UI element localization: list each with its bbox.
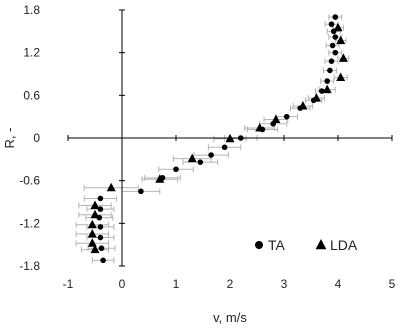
ta-point	[138, 188, 144, 195]
ta-point	[283, 113, 290, 120]
lda-point	[311, 93, 321, 102]
ta-point	[100, 257, 106, 264]
y-tick-label: -1.2	[19, 216, 40, 230]
ta-point	[221, 144, 228, 151]
ta-point	[97, 234, 104, 241]
ta-point	[329, 42, 336, 49]
lda-point	[338, 53, 348, 62]
lda-point	[336, 72, 346, 82]
ta-point	[97, 206, 104, 212]
lda-point	[298, 101, 308, 110]
lda-point	[333, 22, 343, 32]
ta-point	[324, 78, 331, 84]
ta-point	[332, 14, 339, 20]
legend-ta-label: TA	[268, 237, 286, 253]
y-tick-label: 0	[33, 131, 40, 145]
x-tick-label: 2	[227, 277, 234, 291]
lda-point	[87, 229, 97, 238]
x-tick-label: 3	[281, 277, 288, 291]
y-tick-label: 0.6	[23, 88, 40, 102]
x-tick-label: 4	[335, 277, 342, 291]
x-tick-label: 0	[119, 277, 126, 291]
y-tick-label: -0.6	[19, 174, 40, 188]
ta-point	[332, 34, 339, 40]
error-bars	[75, 14, 350, 264]
ta-point	[197, 159, 204, 165]
y-tick-label: 1.2	[23, 46, 40, 60]
y-tick-label: 1.8	[23, 3, 40, 17]
lda-point	[106, 182, 116, 192]
x-tick-label: -1	[63, 277, 74, 291]
axis-ticks: -1 0 1 2 3 4 5 1.8 1.2 0.6 0 -0.6 -1.2 -1.8	[19, 3, 395, 291]
y-axis-label: R, -	[2, 128, 17, 149]
lda-point	[336, 35, 346, 45]
x-tick-label: 1	[173, 277, 180, 291]
ta-point	[97, 195, 104, 202]
lda-point	[90, 209, 100, 219]
ta-point	[97, 224, 104, 230]
lda-point	[322, 84, 332, 94]
lda-point	[255, 123, 265, 132]
legend-lda-label: LDA	[330, 237, 358, 253]
legend: TA LDA	[255, 237, 358, 253]
ta-point	[173, 166, 179, 173]
legend-ta-marker	[255, 241, 263, 249]
ta-point	[208, 152, 214, 158]
lda-point	[271, 114, 281, 124]
data-markers	[87, 14, 348, 264]
legend-lda-marker	[315, 239, 327, 250]
x-axis-label: v, m/s	[213, 310, 247, 325]
ta-point	[328, 21, 335, 28]
lda-point	[87, 219, 97, 229]
lda-point	[187, 153, 197, 163]
ta-point	[327, 67, 333, 74]
lda-point	[90, 200, 100, 210]
ta-point	[332, 49, 339, 56]
lda-point	[90, 244, 100, 254]
lda-point	[87, 238, 97, 247]
ta-point	[98, 245, 105, 252]
lda-point	[155, 174, 165, 183]
ta-point	[328, 58, 335, 64]
x-tick-label: 5	[389, 277, 396, 291]
y-tick-label: -1.8	[19, 259, 40, 273]
